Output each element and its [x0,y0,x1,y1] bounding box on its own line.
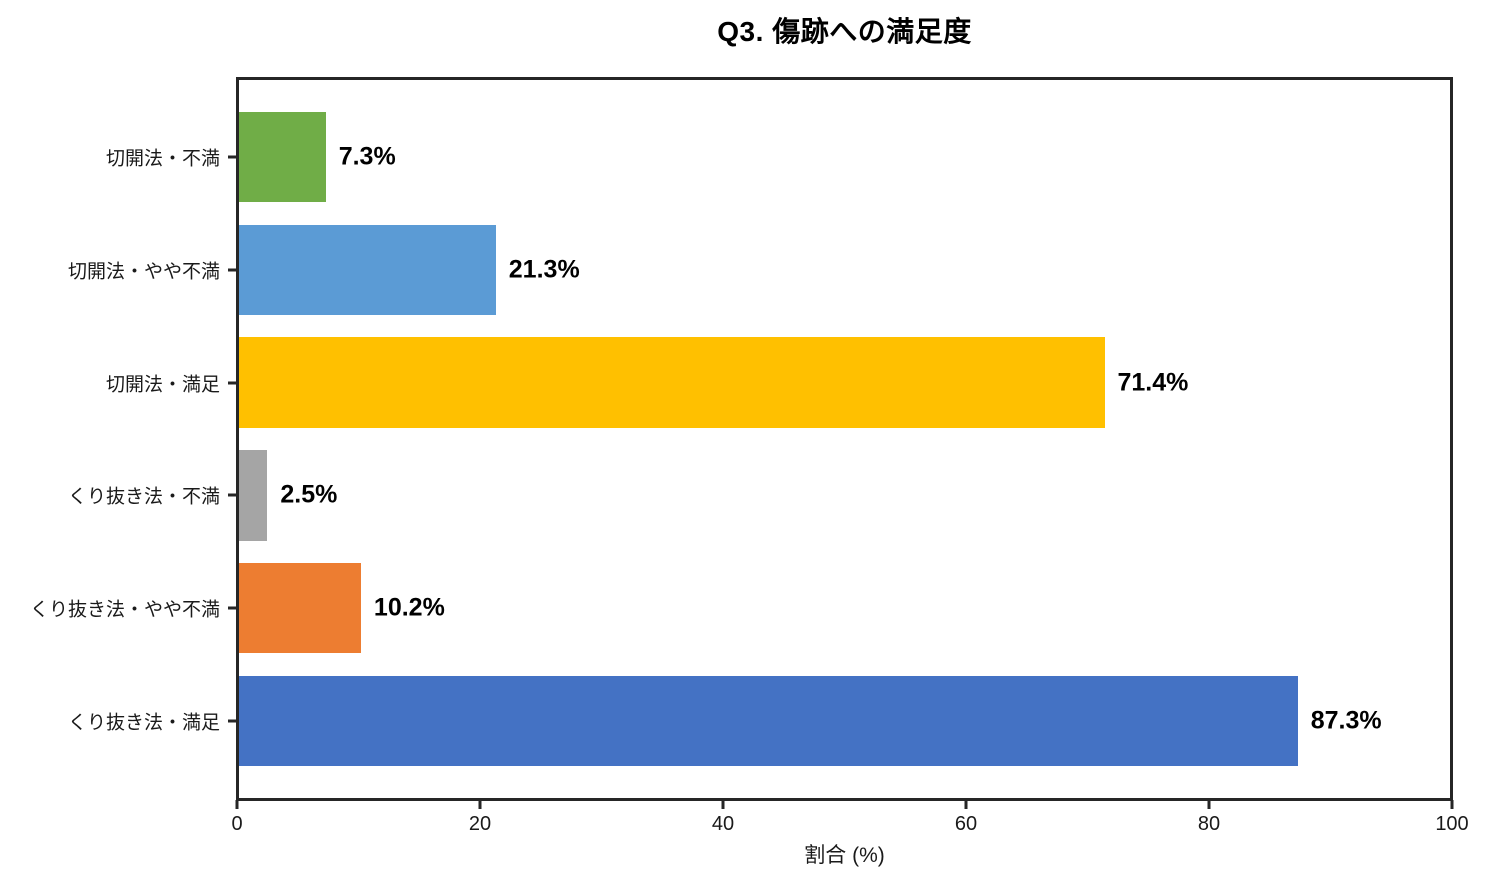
bar [237,337,1105,428]
x-tick-mark [1450,800,1454,809]
y-tick-label: 切開法・不満 [105,148,220,170]
x-tick-mark [235,800,239,809]
y-tick-mark [228,606,237,610]
bar [237,224,496,315]
x-tick-label: 20 [468,813,492,835]
x-tick-label: 40 [711,813,735,835]
y-tick-mark [228,268,237,272]
y-tick-label: くり抜き法・やや不満 [29,599,220,621]
y-tick-mark [228,719,237,723]
bar [237,563,361,654]
bar-value-label: 2.5% [280,480,338,509]
bar-value-label: 21.3% [508,255,580,284]
bar [237,450,268,541]
y-tick-label: くり抜き法・満足 [67,712,220,734]
bar [237,675,1298,767]
chart-title: Q3. 傷跡への満足度 [717,16,972,47]
y-tick-mark [228,493,237,497]
y-tick-mark [228,381,237,385]
bar [237,111,326,203]
bar-value-label: 10.2% [373,593,445,622]
x-tick-label: 80 [1197,813,1221,835]
bar-value-label: 71.4% [1117,368,1189,397]
x-tick-mark [964,800,968,809]
y-tick-label: 切開法・やや不満 [67,261,220,283]
x-tick-mark [1207,800,1211,809]
x-tick-label: 60 [954,813,978,835]
bar-value-label: 87.3% [1310,706,1382,735]
bar-value-label: 7.3% [338,142,396,171]
y-tick-label: 切開法・満足 [105,374,220,396]
y-tick-label: くり抜き法・不満 [67,486,220,508]
x-tick-label: 0 [231,813,243,835]
y-tick-mark [228,155,237,159]
x-axis-label: 割合 (%) [804,844,885,867]
x-tick-mark [478,800,482,809]
x-tick-mark [721,800,725,809]
x-tick-label: 100 [1435,813,1469,835]
